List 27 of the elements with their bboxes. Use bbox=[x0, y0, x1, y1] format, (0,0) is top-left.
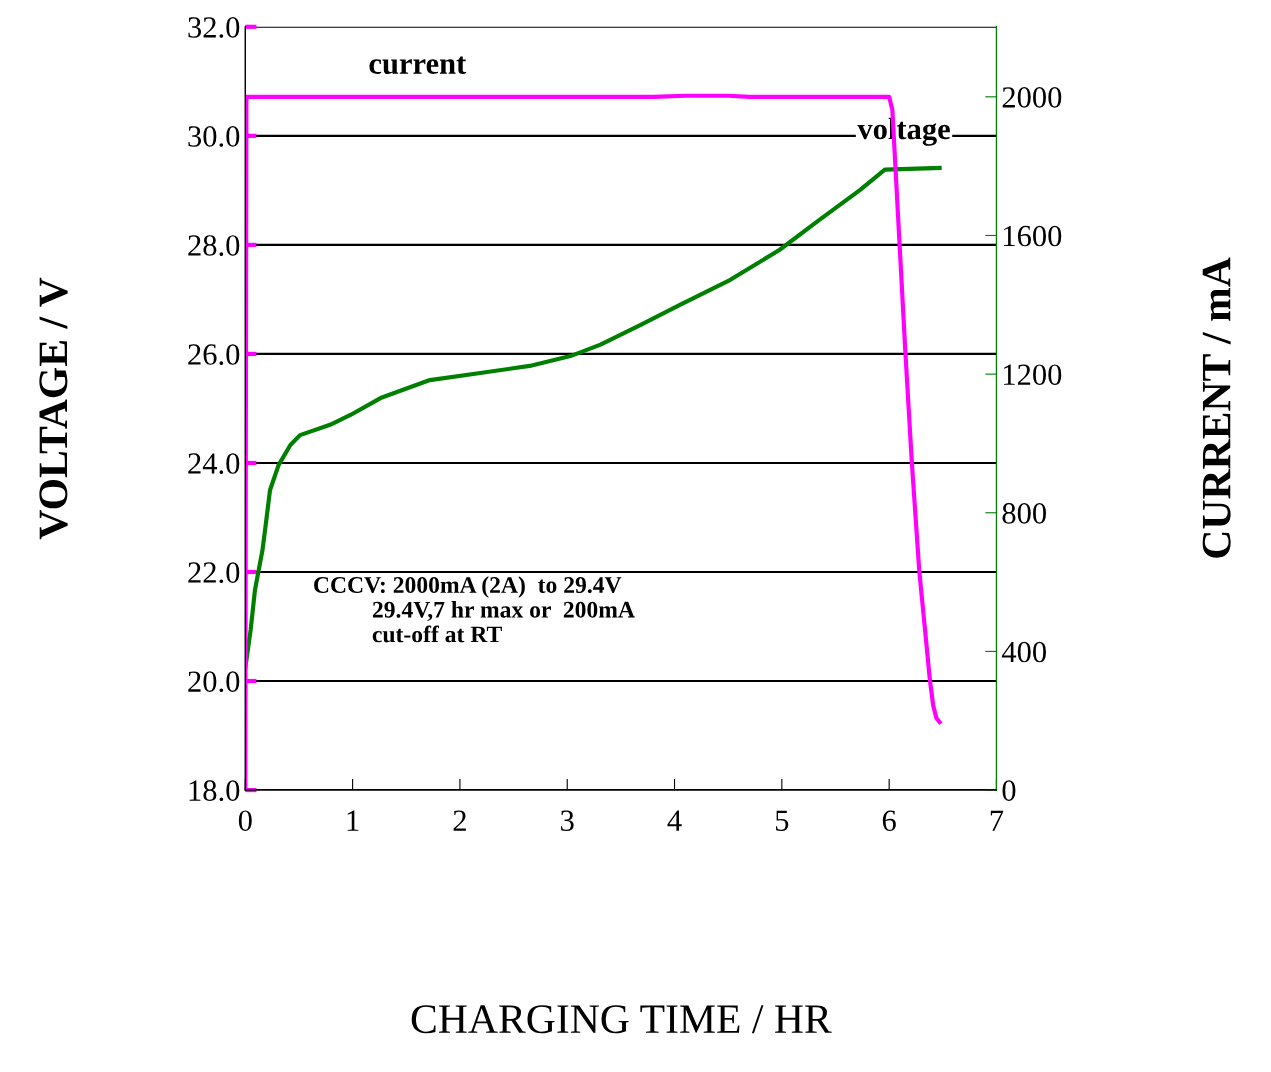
y2-axis-title: CURRENT / mA bbox=[1202, 257, 1231, 558]
y-tick-label: 22.0 bbox=[188, 562, 240, 584]
x-axis-title: CHARGING TIME / HR bbox=[411, 1005, 832, 1034]
y-tick-label: 18.0 bbox=[189, 780, 240, 802]
y-tick-label: 20.0 bbox=[188, 671, 240, 693]
x-tick-label: 4 bbox=[667, 810, 682, 831]
y-tick-label: 30.0 bbox=[188, 126, 240, 147]
y2-tick-label: 800 bbox=[1002, 503, 1046, 524]
x-tick-label: 5 bbox=[775, 810, 789, 832]
y2-tick-label: 1200 bbox=[1004, 364, 1062, 386]
annotation: CCCV: 2000mA (2A) to 29.4V 29.4V,7 hr max or 200mA cut-off at RT bbox=[314, 576, 635, 643]
y2-tick-label: 2000 bbox=[1002, 87, 1062, 108]
x-tick-label: 2 bbox=[453, 810, 466, 831]
y2-tick-label: 400 bbox=[1001, 641, 1046, 663]
x-tick-label: 7 bbox=[990, 810, 1004, 831]
x-tick-label: 3 bbox=[561, 810, 574, 832]
x-tick-label: 1 bbox=[347, 810, 359, 831]
x-tick-label: 6 bbox=[882, 810, 896, 832]
y-tick-label: 32.0 bbox=[188, 17, 240, 38]
series-label: current bbox=[369, 56, 467, 75]
x-tick-label: 0 bbox=[238, 810, 252, 832]
y-tick-label: 28.0 bbox=[188, 235, 240, 256]
y2-tick-label: 0 bbox=[1002, 780, 1016, 801]
y-tick-label: 24.0 bbox=[188, 453, 240, 474]
y-axis-title: VOLTAGE / V bbox=[39, 277, 68, 540]
y-tick-label: 26.0 bbox=[188, 344, 240, 365]
y2-tick-label: 1600 bbox=[1004, 225, 1062, 247]
